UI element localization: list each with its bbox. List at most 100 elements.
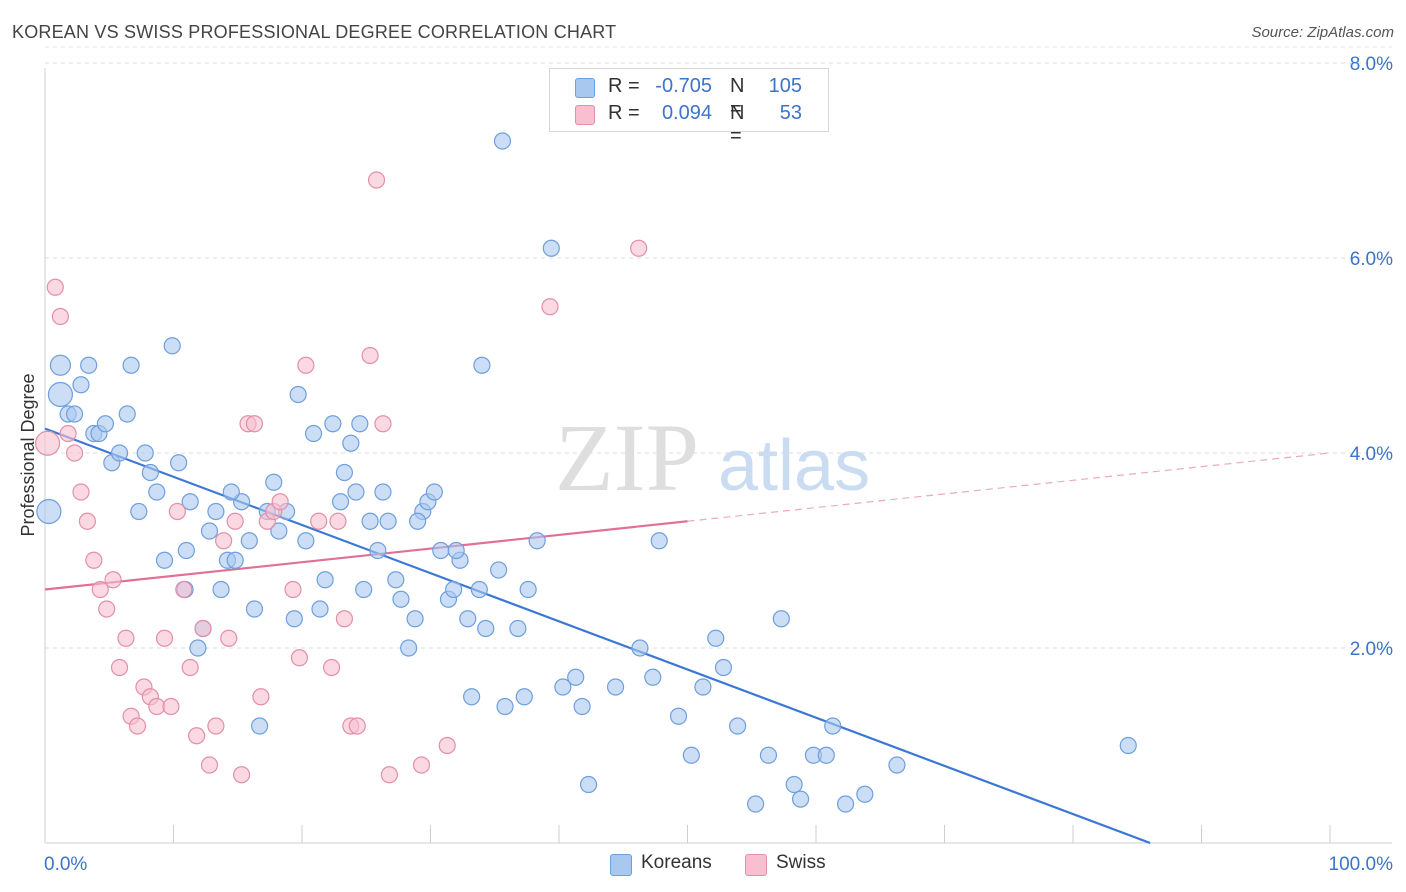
- y-tick-label: 6.0%: [1350, 249, 1393, 270]
- n-value: 53: [779, 102, 802, 124]
- point-koreans: [579, 775, 598, 794]
- point-swiss: [284, 580, 302, 599]
- point-koreans: [361, 512, 379, 530]
- series-legend: Koreans Swiss: [0, 852, 1406, 878]
- x-tick-label: 0.0%: [44, 854, 87, 875]
- legend-swatch-swiss: [575, 105, 595, 125]
- point-koreans: [311, 600, 329, 618]
- point-koreans: [759, 746, 778, 764]
- point-swiss: [78, 512, 97, 530]
- point-swiss: [310, 512, 328, 530]
- point-koreans: [207, 502, 225, 521]
- point-koreans: [554, 678, 572, 696]
- point-swiss: [72, 483, 90, 501]
- point-koreans: [72, 376, 90, 394]
- point-koreans: [222, 483, 240, 501]
- point-koreans: [515, 688, 533, 706]
- legend-label-koreans: Koreans: [641, 852, 712, 873]
- grid-lines: [45, 46, 1392, 649]
- point-koreans: [374, 483, 392, 501]
- point-swiss: [194, 619, 212, 638]
- point-swiss: [335, 610, 354, 628]
- point-swiss: [245, 415, 264, 433]
- point-koreans: [836, 795, 855, 813]
- point-swiss: [98, 600, 116, 618]
- point-swiss: [188, 727, 206, 745]
- point-koreans: [49, 354, 72, 376]
- point-swiss: [348, 717, 366, 735]
- point-koreans: [631, 639, 649, 657]
- point-swiss: [207, 717, 225, 735]
- point-swiss: [322, 658, 341, 677]
- axis-labels: 2.0% 4.0% 6.0% 8.0% 0.0% 100.0% Professional D…: [18, 54, 1393, 875]
- point-koreans: [682, 746, 700, 764]
- point-swiss: [361, 346, 379, 365]
- point-swiss: [168, 502, 186, 521]
- point-koreans: [445, 580, 463, 599]
- point-swiss: [46, 278, 64, 296]
- point-swiss: [85, 551, 103, 569]
- point-koreans: [177, 541, 195, 560]
- point-koreans: [573, 697, 591, 716]
- point-koreans: [47, 381, 74, 408]
- point-koreans: [36, 498, 62, 525]
- point-koreans: [96, 415, 114, 433]
- point-swiss: [630, 239, 648, 257]
- point-koreans: [270, 522, 288, 540]
- point-koreans: [1119, 736, 1137, 755]
- point-koreans: [250, 717, 269, 735]
- point-koreans: [189, 639, 207, 657]
- watermark-zip: ZIP: [555, 404, 699, 511]
- n-value: 105: [768, 75, 802, 97]
- point-koreans: [316, 571, 334, 589]
- point-koreans: [155, 551, 174, 569]
- y-tick-label: 4.0%: [1350, 444, 1393, 465]
- point-koreans: [707, 629, 725, 647]
- point-swiss: [367, 171, 386, 189]
- point-koreans: [331, 493, 350, 511]
- correlation-legend: R = -0.705 N = 105 R = 0.094 N = 53: [549, 68, 829, 147]
- point-swiss: [233, 766, 251, 784]
- point-koreans: [409, 512, 427, 530]
- point-koreans: [181, 493, 199, 511]
- point-swiss: [290, 649, 309, 667]
- point-swiss: [155, 629, 174, 647]
- point-swiss: [117, 629, 135, 647]
- point-koreans: [791, 790, 810, 808]
- point-koreans: [297, 532, 315, 550]
- point-swiss: [412, 756, 431, 774]
- point-koreans: [669, 707, 688, 725]
- point-koreans: [509, 619, 527, 638]
- point-koreans: [528, 532, 546, 550]
- point-koreans: [650, 532, 668, 550]
- point-swiss: [59, 424, 77, 443]
- point-swiss: [104, 571, 122, 589]
- point-koreans: [477, 619, 495, 638]
- point-koreans: [136, 444, 154, 462]
- point-swiss: [162, 697, 180, 716]
- point-koreans: [130, 502, 148, 521]
- point-koreans: [200, 522, 219, 540]
- point-swiss: [34, 430, 61, 456]
- point-swiss: [438, 736, 456, 755]
- point-koreans: [379, 512, 397, 530]
- point-koreans: [141, 463, 159, 482]
- n-label: N =: [730, 102, 745, 147]
- point-koreans: [772, 610, 790, 628]
- point-koreans: [496, 697, 514, 716]
- point-koreans: [644, 668, 662, 686]
- watermark-atlas: atlas: [718, 426, 870, 506]
- point-koreans: [110, 444, 129, 462]
- point-koreans: [369, 541, 387, 560]
- point-swiss: [200, 756, 219, 774]
- point-koreans: [606, 678, 625, 696]
- point-koreans: [493, 132, 512, 150]
- point-koreans: [824, 717, 842, 735]
- source-label: Source: ZipAtlas.com: [1251, 24, 1394, 41]
- point-koreans: [122, 356, 140, 374]
- point-koreans: [542, 239, 560, 257]
- r-label: R =: [608, 75, 640, 97]
- point-swiss: [215, 532, 233, 550]
- point-koreans: [285, 610, 303, 628]
- point-koreans: [729, 717, 747, 735]
